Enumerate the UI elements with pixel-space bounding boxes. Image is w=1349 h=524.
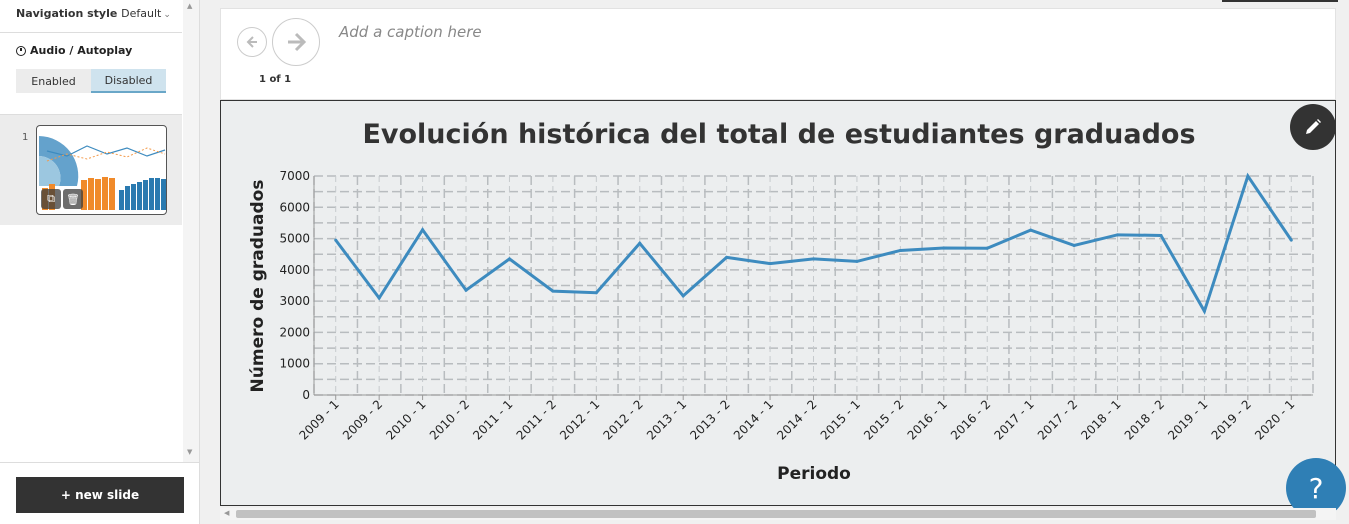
x-tick-label: 2013 - 1 bbox=[644, 397, 689, 442]
sidebar: Navigation style Default ⌄ Audio / Autopl… bbox=[0, 0, 200, 524]
y-tick-label: 2000 bbox=[279, 325, 310, 339]
data-point bbox=[855, 259, 859, 263]
scroll-left-arrow-icon[interactable]: ◀ bbox=[224, 509, 230, 517]
slide-counter: 1 of 1 bbox=[259, 74, 292, 85]
x-tick-label: 2014 - 1 bbox=[731, 397, 776, 442]
caption-area: 1 of 1 Add a caption here bbox=[220, 8, 1336, 100]
data-point bbox=[1246, 174, 1250, 178]
data-point bbox=[1159, 233, 1163, 237]
y-tick-label: 1000 bbox=[279, 357, 310, 371]
new-slide-button[interactable]: + new slide bbox=[16, 477, 184, 513]
divider bbox=[0, 114, 182, 115]
data-point bbox=[985, 246, 989, 250]
pencil-icon bbox=[1306, 119, 1321, 134]
audio-autoplay-label: Audio / Autoplay bbox=[30, 44, 133, 57]
x-tick-label: 2010 - 1 bbox=[383, 397, 428, 442]
y-tick-label: 5000 bbox=[279, 232, 310, 246]
sidebar-scrollbar[interactable] bbox=[183, 0, 199, 462]
chevron-down-icon: ⌄ bbox=[163, 10, 171, 20]
x-tick-label: 2016 - 1 bbox=[905, 397, 950, 442]
y-tick-label: 3000 bbox=[279, 294, 310, 308]
navigation-style-label: Navigation style bbox=[16, 7, 118, 20]
x-tick-label: 2019 - 2 bbox=[1209, 397, 1254, 442]
x-tick-label: 2009 - 1 bbox=[296, 397, 341, 442]
scrollbar-thumb[interactable] bbox=[236, 510, 1316, 518]
scroll-down-arrow-icon[interactable]: ▼ bbox=[187, 448, 193, 456]
y-tick-label: 0 bbox=[302, 388, 310, 402]
data-point bbox=[768, 262, 772, 266]
edit-chart-button[interactable] bbox=[1290, 104, 1336, 150]
clock-icon bbox=[16, 45, 26, 56]
data-point bbox=[1029, 228, 1033, 232]
slide-number: 1 bbox=[22, 132, 29, 143]
chart-title: Evolución histórica del total de estudia… bbox=[362, 119, 1195, 150]
top-bar-indicator bbox=[1222, 0, 1338, 2]
x-tick-label: 2013 - 2 bbox=[687, 397, 732, 442]
data-point bbox=[377, 296, 381, 300]
x-tick-label: 2015 - 2 bbox=[861, 397, 906, 442]
autoplay-disabled-button[interactable]: Disabled bbox=[91, 69, 166, 93]
data-point bbox=[1072, 243, 1076, 247]
divider bbox=[0, 462, 200, 463]
x-axis-label: Periodo bbox=[777, 464, 851, 484]
data-point bbox=[507, 257, 511, 261]
data-point bbox=[681, 294, 685, 298]
data-point bbox=[898, 248, 902, 252]
data-point bbox=[421, 228, 425, 232]
scroll-up-arrow-icon[interactable]: ▲ bbox=[187, 2, 193, 10]
y-axis-label: Número de graduados bbox=[248, 180, 268, 393]
arrow-left-icon bbox=[246, 36, 257, 48]
y-tick-label: 6000 bbox=[279, 200, 310, 214]
divider bbox=[0, 32, 182, 33]
x-tick-label: 2017 - 2 bbox=[1035, 397, 1080, 442]
chart-container: Evolución histórica del total de estudia… bbox=[220, 100, 1336, 506]
data-point bbox=[1116, 233, 1120, 237]
x-tick-label: 2015 - 1 bbox=[818, 397, 863, 442]
audio-autoplay-heading: Audio / Autoplay bbox=[16, 44, 132, 57]
data-point bbox=[942, 246, 946, 250]
x-tick-label: 2019 - 1 bbox=[1165, 397, 1210, 442]
horizontal-scrollbar[interactable]: ◀ bbox=[220, 508, 1336, 520]
x-tick-label: 2018 - 2 bbox=[1122, 397, 1167, 442]
delete-slide-icon[interactable]: 🗑 bbox=[63, 189, 83, 209]
x-tick-label: 2011 - 1 bbox=[470, 397, 515, 442]
data-point bbox=[1289, 238, 1293, 242]
data-point bbox=[594, 291, 598, 295]
duplicate-slide-icon[interactable]: ⧉ bbox=[41, 189, 61, 209]
navigation-style-selector[interactable]: Navigation style Default ⌄ bbox=[16, 7, 171, 20]
data-point bbox=[551, 289, 555, 293]
x-tick-label: 2017 - 1 bbox=[991, 397, 1036, 442]
x-tick-label: 2014 - 2 bbox=[774, 397, 819, 442]
x-tick-label: 2012 - 2 bbox=[601, 397, 646, 442]
y-tick-label: 7000 bbox=[279, 169, 310, 183]
data-point bbox=[638, 241, 642, 245]
data-point bbox=[725, 255, 729, 259]
line-chart: Evolución histórica del total de estudia… bbox=[248, 119, 1314, 484]
x-tick-label: 2009 - 2 bbox=[340, 397, 385, 442]
caption-input[interactable]: Add a caption here bbox=[339, 23, 482, 41]
x-tick-label: 2010 - 2 bbox=[427, 397, 472, 442]
slide-list: 1 ⧉ bbox=[0, 115, 182, 225]
x-tick-label: 2018 - 1 bbox=[1078, 397, 1123, 442]
y-tick-label: 4000 bbox=[279, 263, 310, 277]
slide-thumbnail[interactable]: ⧉ 🗑 bbox=[36, 125, 167, 215]
x-tick-label: 2011 - 2 bbox=[514, 397, 559, 442]
arrow-right-icon bbox=[288, 32, 307, 52]
next-slide-button[interactable] bbox=[272, 18, 320, 66]
autoplay-enabled-button[interactable]: Enabled bbox=[16, 69, 91, 93]
navigation-style-value: Default bbox=[121, 7, 162, 20]
autoplay-toggle: Enabled Disabled bbox=[16, 69, 166, 93]
data-point bbox=[464, 288, 468, 292]
data-point bbox=[812, 257, 815, 261]
data-point bbox=[334, 238, 338, 242]
x-tick-label: 2012 - 1 bbox=[557, 397, 602, 442]
x-tick-label: 2016 - 2 bbox=[948, 397, 993, 442]
data-point bbox=[1202, 309, 1206, 313]
x-tick-label: 2020 - 1 bbox=[1252, 397, 1297, 442]
previous-slide-button[interactable] bbox=[237, 27, 267, 57]
